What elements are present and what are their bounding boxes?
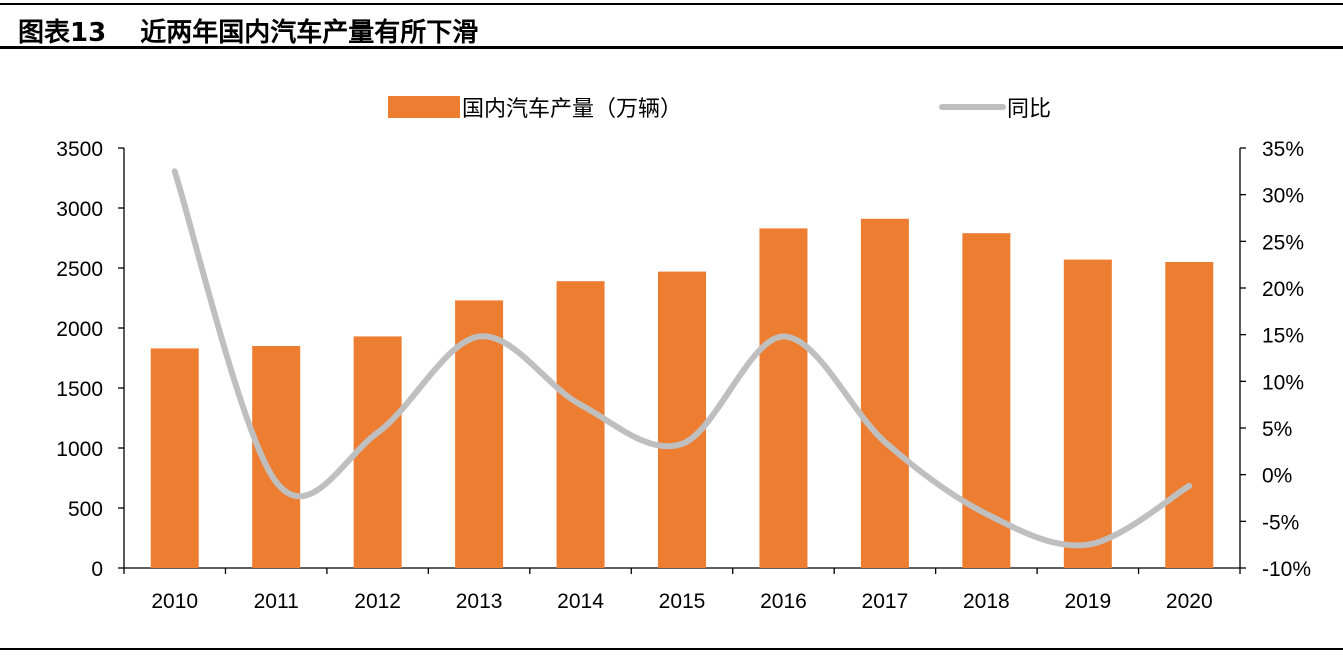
right-axis-tick-label: 30% xyxy=(1262,185,1304,208)
x-axis-tick-label: 2011 xyxy=(254,590,299,613)
right-axis-tick-label: -5% xyxy=(1262,511,1299,534)
legend: 国内汽车产量（万辆） 同比 xyxy=(388,96,1051,122)
x-axis-tick-label: 2013 xyxy=(456,590,503,613)
bar xyxy=(658,271,706,568)
bar xyxy=(556,281,605,568)
figure-title: 图表13 近两年国内汽车产量有所下滑 xyxy=(18,12,478,49)
right-axis-tick-label: 0% xyxy=(1262,465,1292,488)
x-axis-tick-label: 2019 xyxy=(1064,590,1111,613)
left-axis-tick-label: 3000 xyxy=(56,198,103,221)
right-axis-tick-label: -10% xyxy=(1262,558,1311,581)
x-axis-tick-label: 2018 xyxy=(963,590,1010,613)
right-axis-tick-label: 5% xyxy=(1262,418,1292,441)
header-bottom-rule xyxy=(0,46,1343,49)
right-axis-tick-label: 25% xyxy=(1262,231,1304,254)
bar xyxy=(860,218,909,569)
legend-label-line: 同比 xyxy=(1007,97,1051,122)
legend-swatch-bar xyxy=(388,96,460,118)
figure-title-text: 近两年国内汽车产量有所下滑 xyxy=(140,18,479,48)
right-axis-tick-label: 35% xyxy=(1262,138,1304,161)
right-axis-tick-label: 10% xyxy=(1262,371,1304,394)
left-axis-tick-label: 2000 xyxy=(56,318,103,341)
left-axis-tick-label: 3500 xyxy=(56,138,103,161)
left-axis-tick-label: 1500 xyxy=(56,378,103,401)
header-top-rule xyxy=(0,3,1343,5)
left-axis-tick-label: 2500 xyxy=(56,258,103,281)
left-axis-tick-label: 500 xyxy=(68,498,103,521)
footer-rule xyxy=(0,648,1343,650)
right-axis-tick-label: 15% xyxy=(1262,325,1304,348)
x-axis-tick-label: 2015 xyxy=(659,590,706,613)
x-axis-tick-label: 2016 xyxy=(760,590,807,613)
bar xyxy=(962,233,1011,568)
x-axis-tick-label: 2014 xyxy=(557,590,604,613)
left-axis-tick-label: 0 xyxy=(91,558,103,581)
x-axis-tick-label: 2017 xyxy=(862,590,909,613)
legend-label-bar: 国内汽车产量（万辆） xyxy=(462,97,682,122)
bar xyxy=(353,336,402,568)
x-axis-tick-label: 2012 xyxy=(354,590,401,613)
bar xyxy=(759,228,808,568)
right-axis-tick-label: 20% xyxy=(1262,278,1304,301)
bar xyxy=(1165,262,1214,568)
x-axis-tick-label: 2010 xyxy=(151,590,198,613)
bar-series xyxy=(150,218,1214,569)
growth-line xyxy=(171,168,1193,549)
left-axis-tick-label: 1000 xyxy=(56,438,103,461)
figure-header: 图表13 近两年国内汽车产量有所下滑 xyxy=(0,0,1343,50)
figure-label: 图表13 xyxy=(18,18,107,48)
x-axis-tick-label: 2020 xyxy=(1166,590,1213,613)
line-series xyxy=(171,168,1193,549)
bar xyxy=(1063,259,1112,568)
bar xyxy=(150,348,199,568)
